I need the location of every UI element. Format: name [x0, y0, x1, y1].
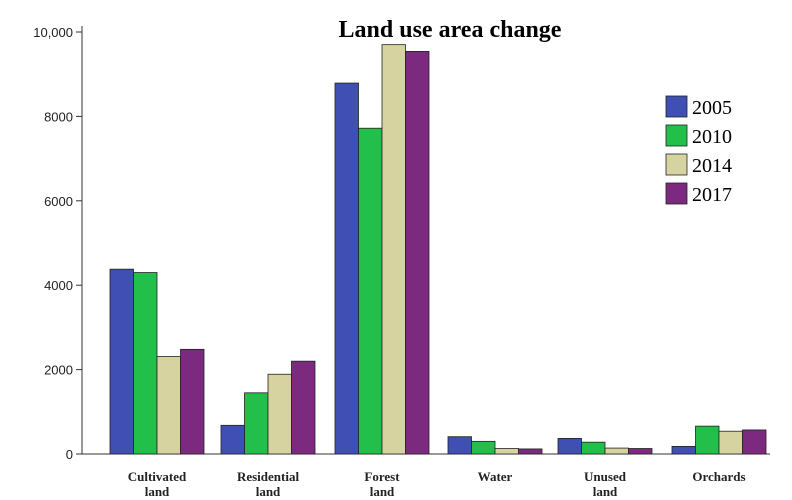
bar: [405, 51, 430, 455]
bar: [334, 82, 359, 455]
legend-label: 2005: [692, 97, 732, 119]
bar: [156, 356, 181, 455]
bar: [718, 430, 743, 455]
chart-title: Land use area change: [339, 17, 562, 43]
legend-swatch: [665, 95, 688, 118]
bar: [742, 429, 767, 455]
x-tick-label: Orchards: [692, 469, 745, 484]
bar: [381, 44, 406, 455]
bar: [581, 441, 606, 455]
y-tick-label: 8000: [44, 109, 73, 124]
axes: 0 2000 4000 6000 8000 10,000 Cultivated land Res…: [33, 25, 770, 499]
bars-group: [109, 44, 767, 455]
x-tick-label: Unused land: [584, 469, 627, 499]
bar: [267, 373, 292, 455]
y-tick-label: 2000: [44, 363, 73, 378]
x-tick-label: Water: [478, 469, 513, 484]
legend-swatch: [665, 182, 688, 205]
bar: [671, 446, 696, 455]
y-tick-label: 4000: [44, 278, 73, 293]
legend-swatch: [665, 153, 688, 176]
legend-label: 2010: [692, 126, 732, 148]
bar: [109, 268, 134, 455]
bar: [494, 448, 519, 455]
bar: [604, 447, 629, 455]
bar: [471, 440, 496, 455]
y-tick-label: 0: [66, 447, 73, 462]
bar: [133, 272, 158, 455]
bar: [358, 127, 383, 455]
bar: [695, 425, 720, 455]
legend-label: 2014: [692, 155, 732, 177]
bar: [220, 424, 245, 455]
y-tick-label: 10,000: [33, 25, 73, 40]
y-tick-label: 6000: [44, 194, 73, 209]
legend-label: 2017: [692, 184, 732, 206]
bar: [291, 360, 316, 455]
bar: [628, 448, 653, 455]
bar: [244, 392, 269, 455]
legend: 2005 2010 2014 2017: [665, 95, 732, 206]
bar: [557, 437, 582, 455]
bar: [180, 348, 205, 455]
bar: [518, 448, 543, 455]
legend-swatch: [665, 124, 688, 147]
bar: [447, 436, 472, 455]
x-tick-label: Forest land: [364, 469, 400, 499]
x-tick-label: Cultivated land: [128, 469, 187, 499]
x-tick-label: Residential land: [237, 469, 300, 499]
